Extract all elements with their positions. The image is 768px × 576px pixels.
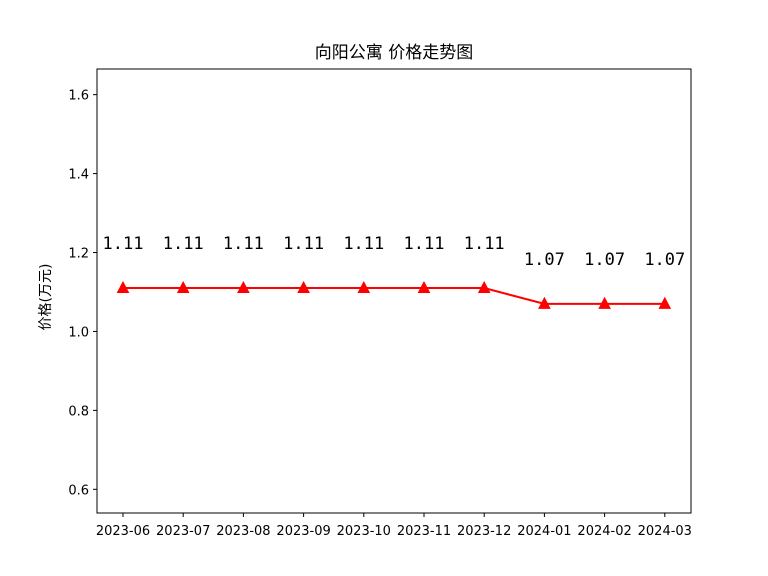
chart-title: 向阳公寓 价格走势图 (315, 43, 473, 63)
x-tick-label: 2023-09 (276, 524, 330, 539)
data-label: 1.11 (343, 234, 384, 254)
data-label: 1.07 (524, 250, 565, 270)
data-point-marker (116, 280, 130, 294)
data-label: 1.11 (103, 234, 144, 254)
price-series-line (123, 287, 665, 305)
y-tick-label: 1.6 (68, 89, 89, 104)
data-label: 1.11 (404, 234, 445, 254)
data-point-marker (658, 296, 672, 309)
data-label: 1.11 (464, 234, 505, 254)
data-point-marker (357, 280, 371, 294)
data-point-marker (477, 280, 491, 294)
x-tick-label: 2023-10 (337, 524, 391, 539)
plot-frame (96, 68, 692, 514)
x-tick-label: 2023-12 (457, 524, 511, 539)
data-label: 1.07 (584, 250, 625, 270)
data-label: 1.11 (163, 234, 204, 254)
data-label: 1.11 (283, 234, 324, 254)
data-label: 1.07 (644, 250, 685, 270)
plot-area: 0.6 0.8 1.0 1.2 1.4 1.6 2023-06 2023-07 2023-08 2… (68, 68, 692, 539)
data-point-marker (417, 280, 431, 294)
data-point-marker (237, 280, 250, 294)
data-point-marker (538, 296, 551, 309)
x-tick-label: 2024-01 (517, 524, 571, 539)
y-tick-label: 1.4 (68, 168, 89, 183)
data-point-marker (598, 296, 611, 309)
data-point-marker (297, 280, 310, 294)
x-tick-label: 2023-11 (397, 524, 451, 539)
data-label: 1.11 (223, 234, 264, 254)
x-tick-label: 2023-08 (216, 524, 270, 539)
y-tick-label: 1.0 (68, 325, 89, 340)
x-tick-label: 2024-03 (638, 524, 692, 539)
data-point-marker (176, 280, 190, 294)
y-tick-label: 1.2 (68, 247, 89, 262)
y-tick-label: 0.6 (68, 483, 89, 498)
x-tick-label: 2024-02 (577, 524, 631, 539)
y-tick-label: 0.8 (68, 404, 89, 419)
x-tick-label: 2023-07 (156, 524, 210, 539)
x-tick-label: 2023-06 (96, 524, 150, 539)
y-axis-label: 价格(万元) (38, 264, 54, 331)
